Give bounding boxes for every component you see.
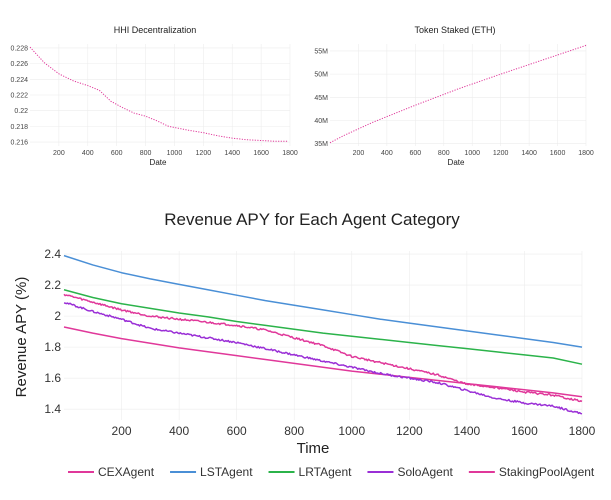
token-staked-chart-title: Token Staked (ETH) bbox=[414, 25, 495, 35]
revenue-apy-y-axis-label: Revenue APY (%) bbox=[13, 277, 30, 398]
x-tick-label: 1200 bbox=[196, 150, 212, 157]
legend-item-stakingpoolagent: StakingPoolAgent bbox=[468, 465, 595, 479]
hhi-y-axis: 0.216 0.218 0.22 0.222 0.224 0.226 0.228 bbox=[10, 45, 28, 146]
x-tick-label: 1000 bbox=[167, 150, 183, 157]
legend-label: SoloAgent bbox=[397, 465, 453, 479]
x-tick-label: 400 bbox=[82, 150, 94, 157]
y-tick-label: 0.216 bbox=[10, 140, 28, 147]
legend-item-lrtagent: LRTAgent bbox=[268, 465, 353, 479]
token-staked-chart: Token Staked (ETH) 35M 40M 45M 50M 55M 200 40… bbox=[314, 25, 594, 167]
x-tick-label: 800 bbox=[438, 150, 450, 157]
hhi-series bbox=[29, 46, 288, 142]
series-line-main bbox=[329, 44, 587, 144]
y-tick-label: 45M bbox=[314, 95, 328, 102]
revenue-apy-chart-title: Revenue APY for Each Agent Category bbox=[164, 210, 460, 229]
y-tick-label: 2 bbox=[54, 309, 61, 323]
token-staked-x-axis: 200 400 600 800 1000 1200 1400 1600 1800 bbox=[353, 150, 594, 157]
token-staked-x-axis-label: Date bbox=[448, 158, 465, 167]
hhi-x-axis-label: Date bbox=[150, 158, 167, 167]
y-tick-label: 0.224 bbox=[10, 77, 28, 84]
series-line-main bbox=[29, 46, 288, 142]
y-tick-label: 35M bbox=[314, 141, 328, 148]
x-tick-label: 400 bbox=[169, 424, 189, 438]
x-tick-label: 1400 bbox=[521, 150, 537, 157]
y-tick-label: 50M bbox=[314, 72, 328, 79]
y-tick-label: 2.4 bbox=[44, 247, 61, 261]
hhi-decentralization-chart: HHI Decentralization 0.216 0.218 0.22 0.222… bbox=[10, 25, 297, 167]
revenue-apy-chart: Revenue APY for Each Agent Category 1.41… bbox=[13, 210, 596, 479]
y-tick-label: 0.22 bbox=[14, 108, 28, 115]
legend-label: CEXAgent bbox=[98, 465, 155, 479]
x-tick-label: 600 bbox=[227, 424, 247, 438]
y-tick-label: 0.228 bbox=[10, 45, 28, 52]
series-line-lrtagent bbox=[63, 289, 583, 365]
x-tick-label: 1200 bbox=[396, 424, 423, 438]
y-tick-label: 1.8 bbox=[44, 340, 61, 354]
legend-label: StakingPoolAgent bbox=[499, 465, 595, 479]
token-staked-y-axis: 35M 40M 45M 50M 55M bbox=[314, 48, 328, 148]
x-tick-label: 800 bbox=[140, 150, 152, 157]
hhi-x-axis: 200 400 600 800 1000 1200 1400 1600 1800 bbox=[53, 150, 298, 157]
legend-item-cexagent: CEXAgent bbox=[68, 465, 155, 479]
y-tick-label: 2.2 bbox=[44, 278, 61, 292]
revenue-apy-x-axis: 200 400 600 800 1000 1200 1400 1600 1800 bbox=[112, 424, 596, 438]
series-line-lstagent bbox=[63, 254, 583, 348]
legend-label: LSTAgent bbox=[200, 465, 253, 479]
x-tick-label: 1800 bbox=[578, 150, 594, 157]
series-line-soloagent bbox=[63, 302, 583, 415]
y-tick-label: 40M bbox=[314, 118, 328, 125]
revenue-apy-x-axis-label: Time bbox=[297, 440, 330, 457]
hhi-gridlines bbox=[30, 44, 291, 146]
revenue-apy-series bbox=[63, 254, 583, 415]
x-tick-label: 1400 bbox=[454, 424, 481, 438]
hhi-chart-title: HHI Decentralization bbox=[114, 25, 197, 35]
x-tick-label: 1800 bbox=[282, 150, 298, 157]
y-tick-label: 0.222 bbox=[10, 93, 28, 100]
x-tick-label: 1800 bbox=[569, 424, 596, 438]
x-tick-label: 600 bbox=[111, 150, 123, 157]
x-tick-label: 1000 bbox=[464, 150, 480, 157]
y-tick-label: 55M bbox=[314, 48, 328, 55]
x-tick-label: 1400 bbox=[224, 150, 240, 157]
x-tick-label: 200 bbox=[53, 150, 65, 157]
revenue-apy-y-axis: 1.4 1.6 1.8 2 2.2 2.4 bbox=[44, 247, 61, 416]
legend-item-lstagent: LSTAgent bbox=[170, 465, 253, 479]
y-tick-label: 1.4 bbox=[44, 402, 61, 416]
legend-item-soloagent: SoloAgent bbox=[367, 465, 453, 479]
x-tick-label: 200 bbox=[353, 150, 365, 157]
legend-label: LRTAgent bbox=[299, 465, 353, 479]
x-tick-label: 200 bbox=[112, 424, 132, 438]
y-tick-label: 1.6 bbox=[44, 371, 61, 385]
x-tick-label: 400 bbox=[381, 150, 393, 157]
y-tick-label: 0.226 bbox=[10, 61, 28, 68]
x-tick-label: 800 bbox=[284, 424, 304, 438]
x-tick-label: 1200 bbox=[493, 150, 509, 157]
x-tick-label: 1000 bbox=[338, 424, 365, 438]
x-tick-label: 600 bbox=[409, 150, 421, 157]
x-tick-label: 1600 bbox=[253, 150, 269, 157]
x-tick-label: 1600 bbox=[550, 150, 566, 157]
revenue-apy-legend: CEXAgent LSTAgent LRTAgent SoloAgent Staking… bbox=[68, 465, 595, 479]
token-staked-series bbox=[329, 44, 587, 144]
y-tick-label: 0.218 bbox=[10, 124, 28, 131]
series-line-stakingpoolagent bbox=[63, 293, 583, 403]
token-staked-gridlines bbox=[330, 44, 587, 146]
x-tick-label: 1600 bbox=[511, 424, 538, 438]
